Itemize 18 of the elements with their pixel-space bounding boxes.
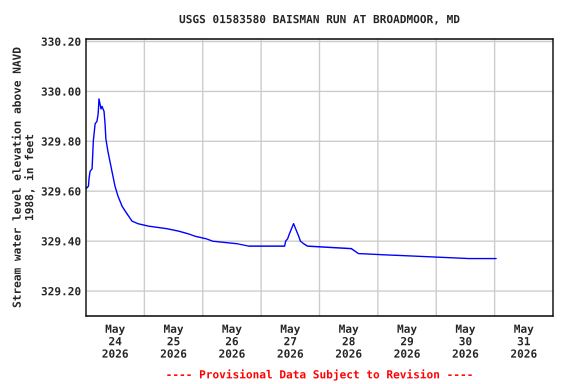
y-axis-title: Stream water level elevation above NAVD 1988, in feet — [12, 48, 35, 308]
chart-title: USGS 01583580 BAISMAN RUN AT BROADMOOR, MD — [180, 14, 460, 25]
x-tick-label: May 29 2026 — [394, 324, 420, 358]
y-tick-label: 330.20 — [42, 37, 80, 46]
x-tick-label: May 25 2026 — [160, 324, 186, 358]
x-tick-label: May 27 2026 — [278, 324, 304, 358]
line-series — [86, 98, 497, 260]
text: ---- Provisional Data Subject to Revision ---- — [167, 369, 472, 381]
y-tick-label: 330.00 — [42, 87, 80, 96]
x-tick-label: May 30 2026 — [452, 324, 478, 358]
y-tick-label: 329.60 — [42, 187, 80, 196]
y-tick-label: 329.40 — [42, 237, 80, 246]
x-tick-label: May 24 2026 — [102, 324, 128, 358]
x-tick-label: May 26 2026 — [219, 324, 245, 358]
y-tick-label: 329.20 — [42, 287, 80, 296]
x-tick-label: May 31 2026 — [511, 324, 537, 358]
y-tick-label: 329.80 — [42, 137, 80, 146]
x-tick-label: May 28 2026 — [336, 324, 362, 358]
